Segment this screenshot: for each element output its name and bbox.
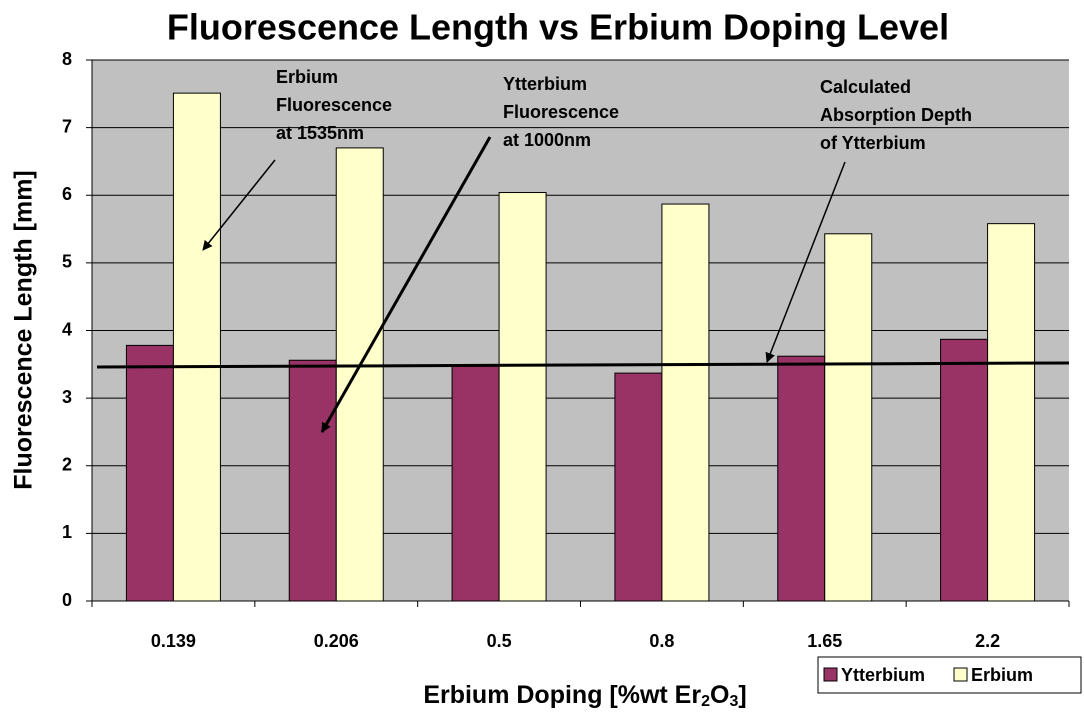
bar (172, 92, 221, 602)
legend-box (817, 656, 1082, 694)
bar (335, 147, 384, 602)
legend-swatch (953, 667, 968, 682)
x-tick-label: 1.65 (807, 631, 842, 651)
y-tick-label: 6 (62, 184, 72, 204)
annotation-text: at 1535nm (276, 123, 364, 143)
x-tick-label: 0.139 (151, 631, 196, 651)
x-tick-label: 0.5 (487, 631, 512, 651)
y-tick-label: 5 (62, 252, 72, 272)
y-tick-label: 8 (62, 49, 72, 69)
annotation-text: at 1000nm (503, 130, 591, 150)
y-tick-label: 3 (62, 387, 72, 407)
annotation-text: Absorption Depth (820, 105, 972, 125)
bar (614, 372, 663, 602)
annotation-arrow (202, 159, 276, 251)
annotation-text: Ytterbium (503, 74, 587, 94)
annotation-arrow (765, 161, 846, 363)
y-tick-label: 2 (62, 455, 72, 475)
y-tick-label: 1 (62, 522, 72, 542)
bar (661, 203, 710, 602)
legend: Ytterbium Erbium (817, 656, 1082, 694)
annotation-text: of Ytterbium (820, 133, 926, 153)
x-tick-label: 0.206 (314, 631, 359, 651)
annotation-text: Fluorescence (276, 95, 392, 115)
bar (940, 338, 989, 602)
bar (824, 233, 873, 602)
bar (777, 355, 826, 602)
annotation-arrow (320, 136, 492, 433)
bar (498, 192, 547, 602)
y-tick-label: 0 (62, 590, 72, 610)
legend-label: Ytterbium (841, 665, 925, 685)
bar (451, 365, 500, 602)
bar (987, 223, 1036, 602)
annotation-text: Fluorescence (503, 102, 619, 122)
annotation-text: Erbium (276, 67, 338, 87)
chart-title: Fluorescence Length vs Erbium Doping Lev… (167, 7, 949, 48)
y-tick-label: 7 (62, 116, 72, 136)
x-axis-label: Erbium Doping [%wt Er2O3] (423, 681, 746, 711)
x-tick-label: 0.8 (649, 631, 674, 651)
bar (125, 344, 174, 602)
annotation-text: Calculated (820, 77, 911, 97)
reference-line (96, 361, 1070, 369)
bar (288, 359, 337, 602)
x-tick-label: 2.2 (975, 631, 1000, 651)
legend-swatch (823, 667, 838, 682)
y-axis-label: Fluorescence Length [mm] (10, 170, 38, 490)
y-tick-label: 4 (62, 319, 72, 339)
legend-label: Erbium (971, 665, 1033, 685)
